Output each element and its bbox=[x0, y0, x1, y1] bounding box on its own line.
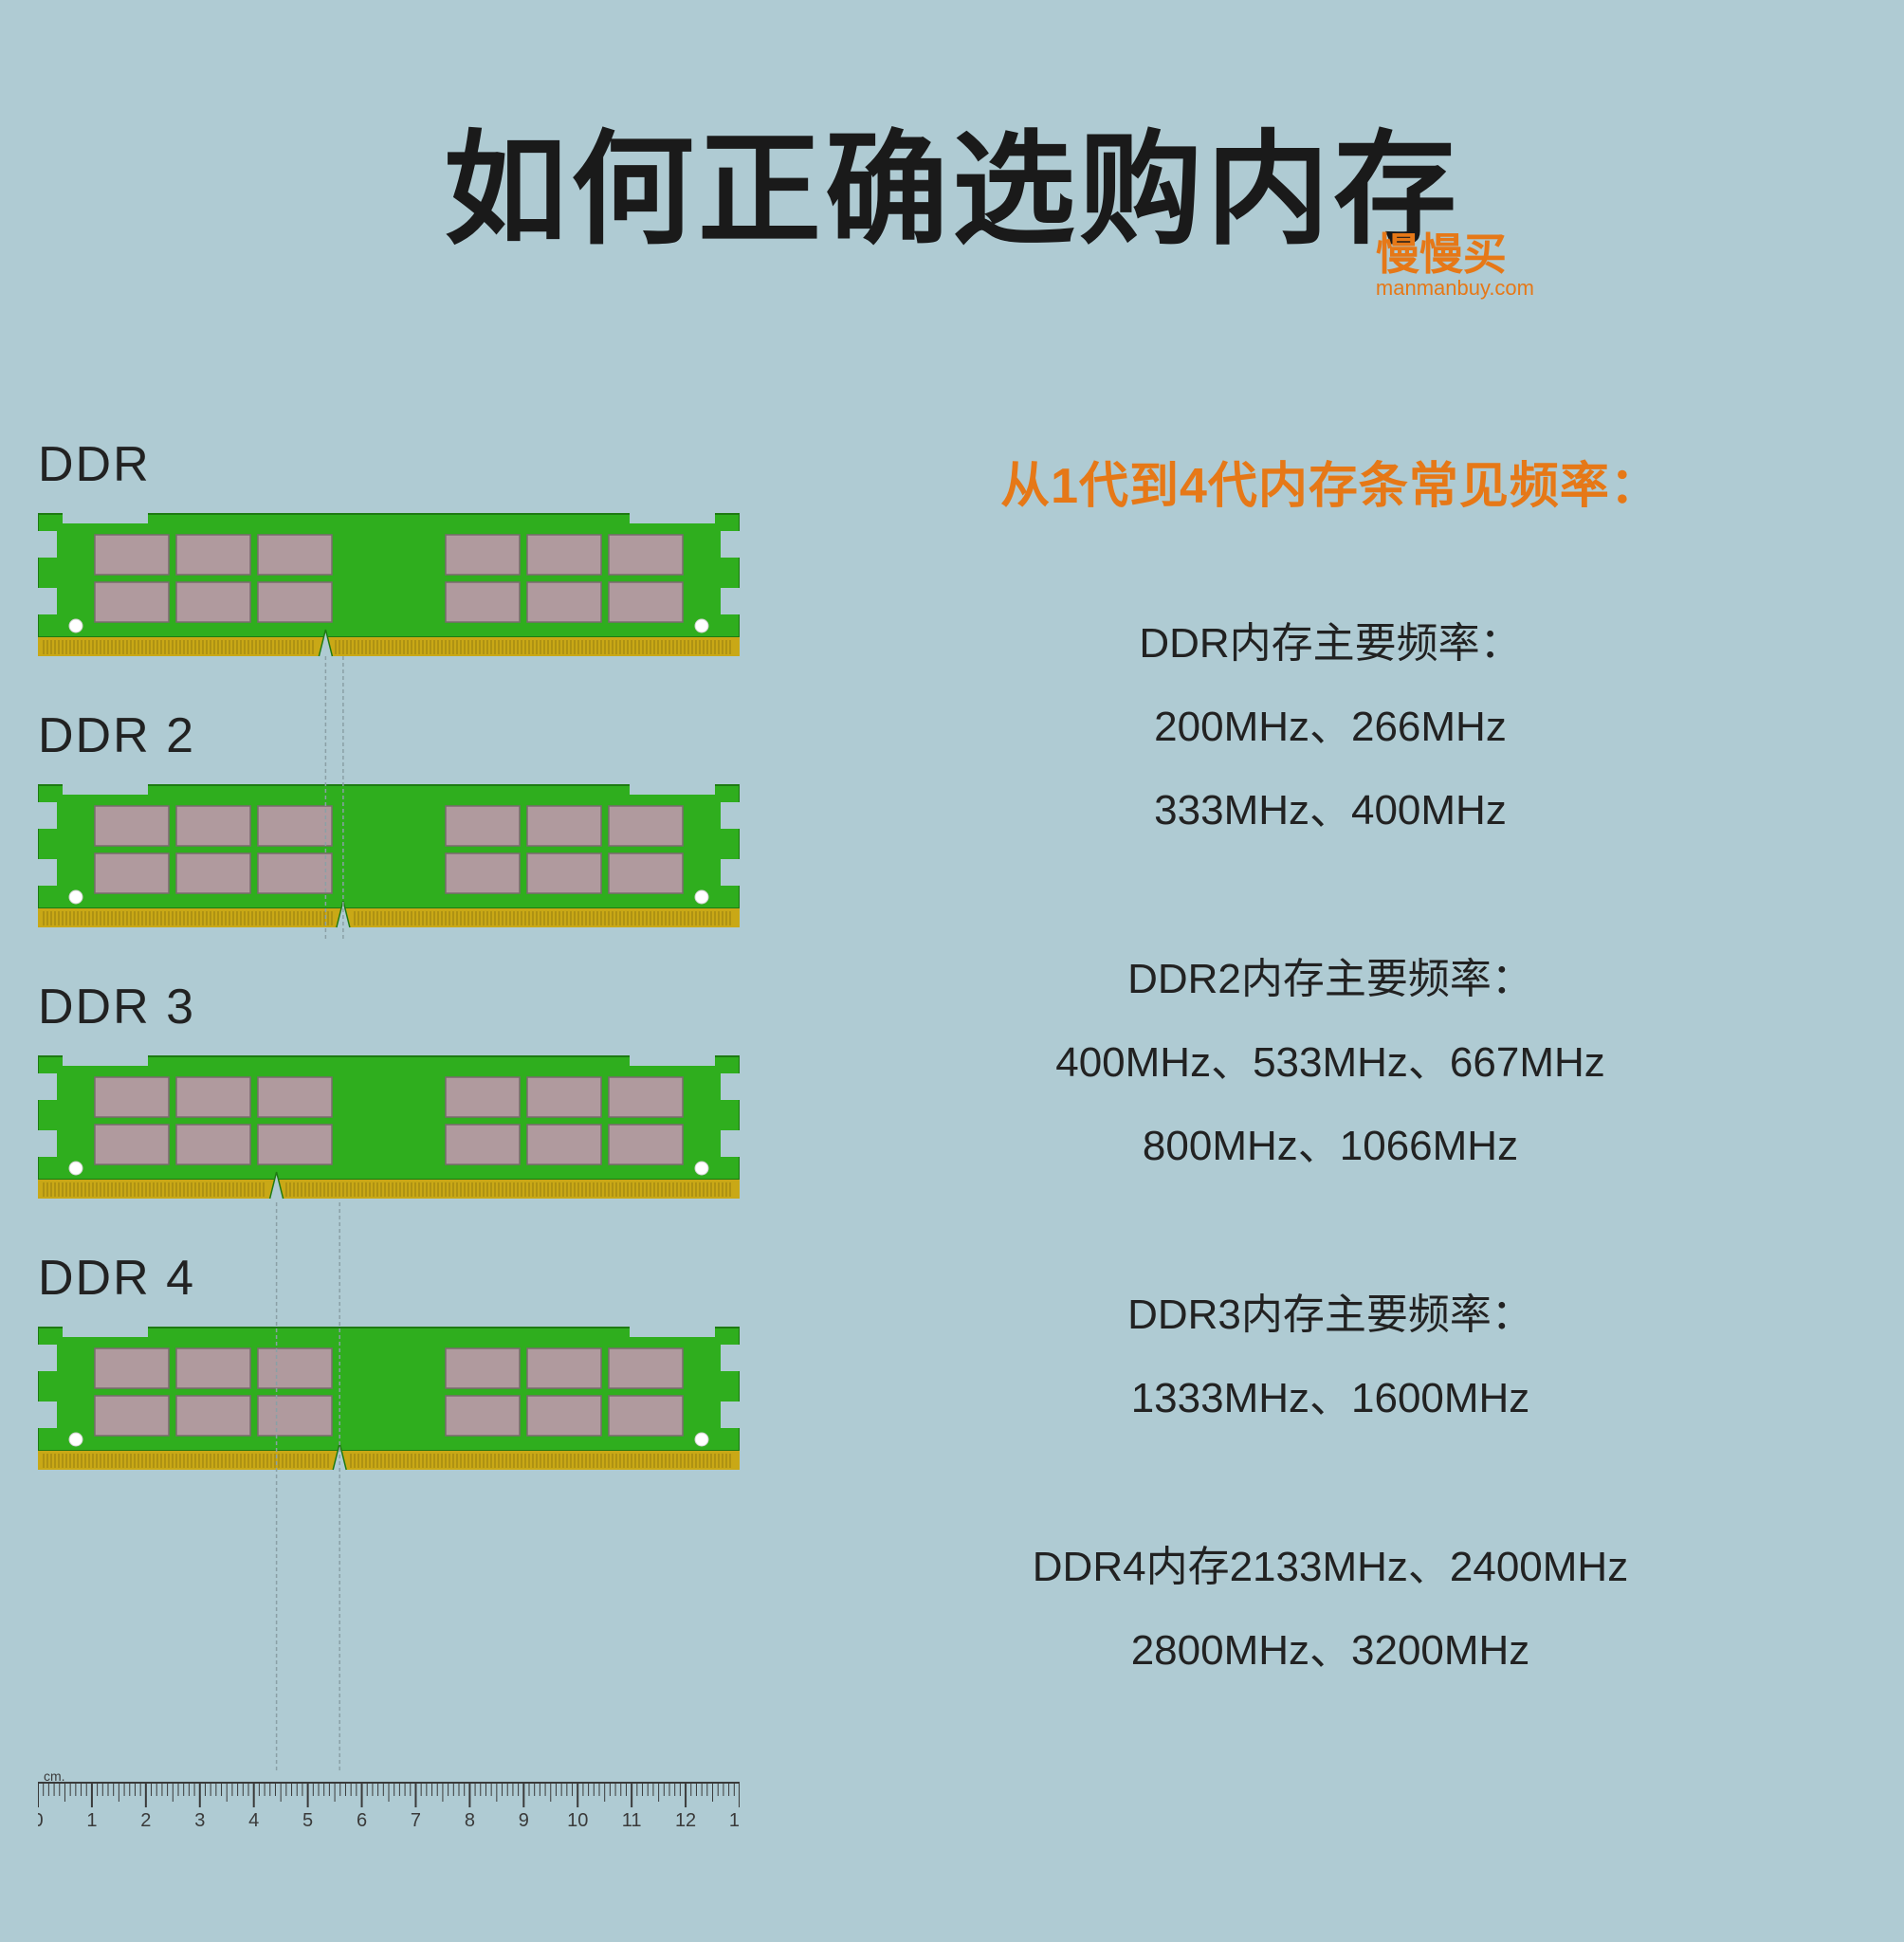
svg-text:0: 0 bbox=[38, 1810, 44, 1831]
freq-line: 400MHz、533MHz、667MHz bbox=[814, 1021, 1847, 1105]
ram-label: DDR 2 bbox=[38, 707, 740, 764]
freq-line: 1333MHz、1600MHz bbox=[814, 1357, 1847, 1440]
svg-text:9: 9 bbox=[519, 1810, 529, 1831]
ram-module-2: DDR 2 bbox=[38, 707, 740, 933]
svg-text:cm.: cm. bbox=[44, 1773, 65, 1784]
svg-text:4: 4 bbox=[248, 1810, 259, 1831]
freq-line: 800MHz、1066MHz bbox=[814, 1105, 1847, 1188]
brand-cn: 慢慢买 bbox=[1376, 232, 1534, 276]
ram-module-4: DDR 4 bbox=[38, 1250, 740, 1475]
svg-text:11: 11 bbox=[622, 1810, 642, 1831]
cm-ruler: cm.012345678910111213 bbox=[38, 1773, 740, 1844]
svg-text:13: 13 bbox=[729, 1810, 740, 1831]
freq-line: DDR2内存主要频率： bbox=[814, 938, 1847, 1021]
brand-badge: 慢慢买 manmanbuy.com bbox=[1376, 232, 1534, 299]
brand-en: manmanbuy.com bbox=[1376, 278, 1534, 299]
freq-group-3: DDR3内存主要频率：1333MHz、1600MHz bbox=[814, 1273, 1847, 1440]
freq-line: DDR3内存主要频率： bbox=[814, 1273, 1847, 1357]
ram-label: DDR bbox=[38, 436, 740, 493]
ram-module-1: DDR bbox=[38, 436, 740, 662]
freq-line: 333MHz、400MHz bbox=[814, 769, 1847, 852]
svg-text:5: 5 bbox=[302, 1810, 313, 1831]
svg-text:3: 3 bbox=[194, 1810, 205, 1831]
ram-label: DDR 3 bbox=[38, 979, 740, 1035]
svg-text:6: 6 bbox=[357, 1810, 367, 1831]
svg-text:7: 7 bbox=[411, 1810, 421, 1831]
freq-group-2: DDR2内存主要频率：400MHz、533MHz、667MHz800MHz、10… bbox=[814, 938, 1847, 1188]
svg-text:12: 12 bbox=[675, 1810, 696, 1831]
freq-line: DDR4内存2133MHz、2400MHz bbox=[814, 1526, 1847, 1609]
frequency-column: 从1代到4代内存条常见频率： DDR内存主要频率：200MHz、266MHz33… bbox=[814, 446, 1847, 1778]
svg-text:8: 8 bbox=[465, 1810, 475, 1831]
frequency-title: 从1代到4代内存条常见频率： bbox=[814, 446, 1847, 517]
freq-group-4: DDR4内存2133MHz、2400MHz2800MHz、3200MHz bbox=[814, 1526, 1847, 1693]
svg-text:2: 2 bbox=[140, 1810, 151, 1831]
svg-text:10: 10 bbox=[567, 1810, 588, 1831]
ram-diagram-column: DDR DDR 2 bbox=[38, 436, 740, 1521]
freq-group-1: DDR内存主要频率：200MHz、266MHz333MHz、400MHz bbox=[814, 602, 1847, 852]
freq-line: 200MHz、266MHz bbox=[814, 686, 1847, 769]
freq-line: DDR内存主要频率： bbox=[814, 602, 1847, 686]
page-title: 如何正确选购内存 bbox=[0, 90, 1904, 268]
svg-text:1: 1 bbox=[86, 1810, 97, 1831]
ram-module-3: DDR 3 bbox=[38, 979, 740, 1204]
ram-label: DDR 4 bbox=[38, 1250, 740, 1307]
freq-line: 2800MHz、3200MHz bbox=[814, 1609, 1847, 1693]
